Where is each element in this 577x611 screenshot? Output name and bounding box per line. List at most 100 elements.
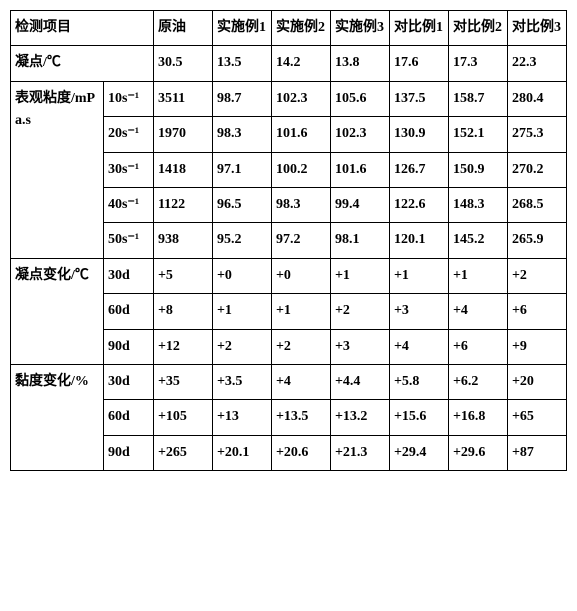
- cell: +105: [153, 400, 212, 435]
- cell: +16.8: [448, 400, 507, 435]
- cell: 158.7: [448, 81, 507, 116]
- cell: +2: [330, 294, 389, 329]
- pour-point-row: 凝点/℃ 30.5 13.5 14.2 13.8 17.6 17.3 22.3: [11, 46, 567, 81]
- cell: 1122: [153, 187, 212, 222]
- cell: +6: [507, 294, 566, 329]
- cell: +0: [271, 258, 330, 293]
- cell: 100.2: [271, 152, 330, 187]
- cell: 13.8: [330, 46, 389, 81]
- cell: +9: [507, 329, 566, 364]
- cell: +5: [153, 258, 212, 293]
- cell: 102.3: [330, 117, 389, 152]
- cell: +15.6: [389, 400, 448, 435]
- cell: +6.2: [448, 364, 507, 399]
- pour-change-row: 凝点变化/℃ 30d +5 +0 +0 +1 +1 +1 +2: [11, 258, 567, 293]
- cell: 95.2: [212, 223, 271, 258]
- viscosity-row: 表观粘度/mPa.s 10s⁻¹ 3511 98.7 102.3 105.6 1…: [11, 81, 567, 116]
- cell: 265.9: [507, 223, 566, 258]
- header-row: 检测项目 原油 实施例1 实施例2 实施例3 对比例1 对比例2 对比例3: [11, 11, 567, 46]
- cell: 17.6: [389, 46, 448, 81]
- cell: +3.5: [212, 364, 271, 399]
- cell: 13.5: [212, 46, 271, 81]
- cell: 270.2: [507, 152, 566, 187]
- cell: 122.6: [389, 187, 448, 222]
- cell: +6: [448, 329, 507, 364]
- cell: +65: [507, 400, 566, 435]
- visc-change-label: 黏度变化/%: [11, 364, 104, 470]
- cell: 98.3: [212, 117, 271, 152]
- header-cmp3: 对比例3: [507, 11, 566, 46]
- cell: 152.1: [448, 117, 507, 152]
- cell: 105.6: [330, 81, 389, 116]
- viscosity-sub: 10s⁻¹: [104, 81, 154, 116]
- pour-change-sub: 60d: [104, 294, 154, 329]
- cell: 150.9: [448, 152, 507, 187]
- cell: 137.5: [389, 81, 448, 116]
- cell: +1: [330, 258, 389, 293]
- visc-change-sub: 30d: [104, 364, 154, 399]
- cell: 98.1: [330, 223, 389, 258]
- cell: 3511: [153, 81, 212, 116]
- cell: +13.5: [271, 400, 330, 435]
- cell: 30.5: [153, 46, 212, 81]
- cell: +29.6: [448, 435, 507, 470]
- cell: +12: [153, 329, 212, 364]
- cell: +2: [271, 329, 330, 364]
- cell: 938: [153, 223, 212, 258]
- header-cmp2: 对比例2: [448, 11, 507, 46]
- cell: +1: [389, 258, 448, 293]
- cell: +3: [330, 329, 389, 364]
- cell: +20: [507, 364, 566, 399]
- cell: 1970: [153, 117, 212, 152]
- cell: +8: [153, 294, 212, 329]
- cell: +87: [507, 435, 566, 470]
- header-ex2: 实施例2: [271, 11, 330, 46]
- header-test-item: 检测项目: [11, 11, 154, 46]
- cell: +1: [448, 258, 507, 293]
- viscosity-sub: 50s⁻¹: [104, 223, 154, 258]
- cell: 101.6: [271, 117, 330, 152]
- cell: +35: [153, 364, 212, 399]
- cell: +4: [389, 329, 448, 364]
- pour-change-sub: 90d: [104, 329, 154, 364]
- cell: 120.1: [389, 223, 448, 258]
- cell: +5.8: [389, 364, 448, 399]
- cell: 148.3: [448, 187, 507, 222]
- cell: +1: [212, 294, 271, 329]
- visc-change-row: 黏度变化/% 30d +35 +3.5 +4 +4.4 +5.8 +6.2 +2…: [11, 364, 567, 399]
- cell: 97.2: [271, 223, 330, 258]
- cell: 99.4: [330, 187, 389, 222]
- cell: +0: [212, 258, 271, 293]
- cell: +13.2: [330, 400, 389, 435]
- cell: 98.3: [271, 187, 330, 222]
- cell: +21.3: [330, 435, 389, 470]
- cell: 130.9: [389, 117, 448, 152]
- viscosity-sub: 20s⁻¹: [104, 117, 154, 152]
- cell: +1: [271, 294, 330, 329]
- pour-change-label: 凝点变化/℃: [11, 258, 104, 364]
- visc-change-sub: 90d: [104, 435, 154, 470]
- cell: 96.5: [212, 187, 271, 222]
- cell: 97.1: [212, 152, 271, 187]
- visc-change-sub: 60d: [104, 400, 154, 435]
- cell: +13: [212, 400, 271, 435]
- cell: 126.7: [389, 152, 448, 187]
- cell: 102.3: [271, 81, 330, 116]
- cell: +2: [212, 329, 271, 364]
- header-cmp1: 对比例1: [389, 11, 448, 46]
- viscosity-sub: 30s⁻¹: [104, 152, 154, 187]
- data-table: 检测项目 原油 实施例1 实施例2 实施例3 对比例1 对比例2 对比例3 凝点…: [10, 10, 567, 471]
- pour-point-label: 凝点/℃: [11, 46, 154, 81]
- pour-change-sub: 30d: [104, 258, 154, 293]
- cell: 280.4: [507, 81, 566, 116]
- cell: 268.5: [507, 187, 566, 222]
- header-ex3: 实施例3: [330, 11, 389, 46]
- viscosity-label: 表观粘度/mPa.s: [11, 81, 104, 258]
- cell: +3: [389, 294, 448, 329]
- cell: 101.6: [330, 152, 389, 187]
- cell: +2: [507, 258, 566, 293]
- cell: +4: [271, 364, 330, 399]
- cell: 1418: [153, 152, 212, 187]
- cell: 17.3: [448, 46, 507, 81]
- cell: +4.4: [330, 364, 389, 399]
